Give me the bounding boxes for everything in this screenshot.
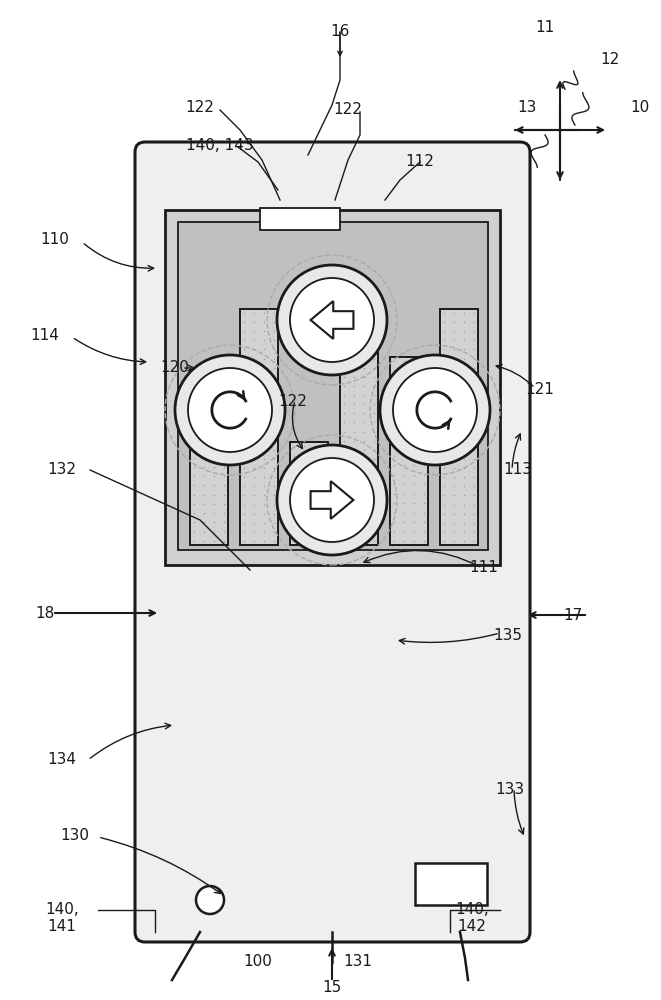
Text: 140,
142: 140, 142 xyxy=(455,902,489,934)
Circle shape xyxy=(393,368,477,452)
Circle shape xyxy=(188,368,272,452)
Text: 12: 12 xyxy=(600,52,619,68)
Text: 133: 133 xyxy=(496,782,525,798)
Text: 130: 130 xyxy=(61,828,89,842)
Bar xyxy=(260,208,340,230)
Text: 122: 122 xyxy=(278,394,307,410)
Circle shape xyxy=(290,458,374,542)
Circle shape xyxy=(175,355,285,465)
Text: 122: 122 xyxy=(334,103,362,117)
Bar xyxy=(290,442,328,545)
Text: 121: 121 xyxy=(525,382,555,397)
FancyBboxPatch shape xyxy=(135,142,530,942)
Circle shape xyxy=(277,265,387,375)
Text: 15: 15 xyxy=(323,980,342,996)
Bar xyxy=(178,222,488,550)
Text: 16: 16 xyxy=(330,24,350,39)
Text: 135: 135 xyxy=(494,628,522,643)
Circle shape xyxy=(290,278,374,362)
Bar xyxy=(165,210,500,565)
Bar xyxy=(190,370,228,545)
Text: 18: 18 xyxy=(36,605,55,620)
Polygon shape xyxy=(311,301,354,339)
Bar xyxy=(440,309,478,545)
Text: 11: 11 xyxy=(535,20,555,35)
Text: 110: 110 xyxy=(40,232,69,247)
Bar xyxy=(390,357,428,545)
Circle shape xyxy=(380,355,490,465)
Bar xyxy=(240,309,278,545)
Text: 10: 10 xyxy=(631,101,650,115)
Text: 122: 122 xyxy=(186,101,214,115)
Text: 132: 132 xyxy=(48,462,77,478)
Text: 17: 17 xyxy=(563,607,582,622)
Text: 140, 143: 140, 143 xyxy=(186,138,254,153)
Text: 113: 113 xyxy=(504,462,533,478)
Bar xyxy=(340,309,378,545)
Bar xyxy=(415,863,487,905)
Text: 120: 120 xyxy=(161,360,190,375)
Text: 131: 131 xyxy=(344,954,373,970)
Circle shape xyxy=(277,445,387,555)
Text: 112: 112 xyxy=(406,154,434,169)
Text: 13: 13 xyxy=(518,101,537,115)
Text: 134: 134 xyxy=(48,752,77,768)
Text: 111: 111 xyxy=(469,560,498,576)
Polygon shape xyxy=(311,481,354,519)
Circle shape xyxy=(196,886,224,914)
Text: 140,
141: 140, 141 xyxy=(45,902,79,934)
Text: 100: 100 xyxy=(243,954,272,970)
Text: 114: 114 xyxy=(30,328,59,342)
